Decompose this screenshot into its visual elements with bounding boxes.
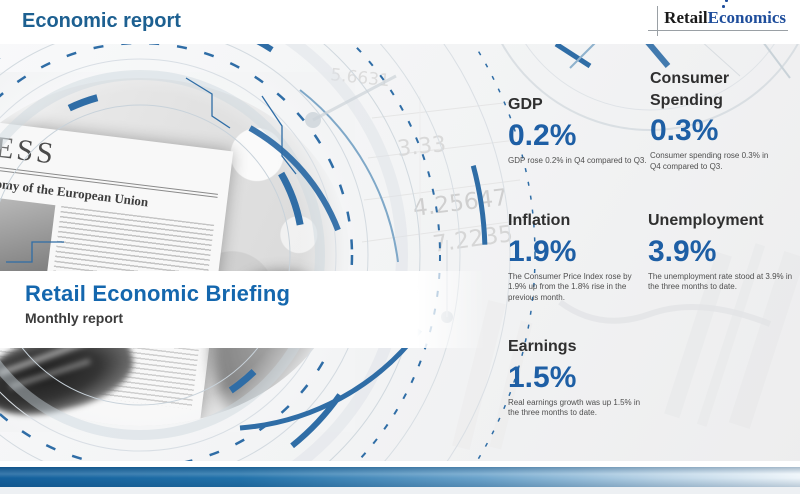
stat-consumer-spending: Consumer Spending 0.3% Consumer spending… <box>650 68 774 173</box>
bg-number-4: 7.2235 <box>431 221 514 258</box>
stat-unemployment-caption: The unemployment rate stood at 3.9% in t… <box>648 271 793 292</box>
bg-number-2: 3.33 <box>396 132 447 162</box>
footer-base-strip <box>0 487 800 494</box>
stat-gdp-caption: GDP rose 0.2% in Q4 compared to Q3. <box>508 155 647 165</box>
diagonal-top-ticks <box>554 37 791 79</box>
title-band: Retail Economic Briefing Monthly report <box>0 271 485 348</box>
logo-underline <box>648 30 788 31</box>
stat-earnings-caption: Real earnings growth was up 1.5% in the … <box>508 397 641 418</box>
stat-inflation-label: Inflation <box>508 212 571 229</box>
logo-text-economics: Economics <box>707 8 786 27</box>
stat-gdp: GDP 0.2% GDP rose 0.2% in Q4 compared to… <box>508 94 670 166</box>
stat-unemployment: Unemployment 3.9% The unemployment rate … <box>648 210 796 293</box>
stat-earnings: Earnings 1.5% Real earnings growth was u… <box>508 336 650 419</box>
logo-crosshair-rule <box>657 6 659 36</box>
stat-unemployment-value: 3.9% <box>648 234 717 268</box>
report-title: Retail Economic Briefing <box>25 281 291 306</box>
wavy-gray-line <box>558 299 772 327</box>
report-subtitle: Monthly report <box>25 310 123 326</box>
footer-white-gap <box>0 461 800 467</box>
background-ticker-numbers: 5.6631 3.33 4.25647 7.2235 <box>329 65 514 258</box>
stat-inflation-caption: The Consumer Price Index rose by 1.9% up… <box>508 271 632 303</box>
stat-unemployment-label: Unemployment <box>648 212 764 229</box>
stat-consumer-spending-value: 0.3% <box>650 114 719 148</box>
page-title: Economic report <box>22 10 181 32</box>
footer-gradient-bar <box>0 467 800 487</box>
thick-blue-arcs <box>239 89 422 431</box>
bg-number-3: 4.25647 <box>412 185 510 222</box>
right-texture-stripes <box>452 243 800 450</box>
header-bar: Economic report RetailEconomics <box>0 0 800 44</box>
stat-earnings-label: Earnings <box>508 338 577 355</box>
stat-consumer-spending-label: Consumer Spending <box>650 70 730 109</box>
retail-economics-logo: RetailEconomics <box>648 0 788 36</box>
stat-gdp-value: 0.2% <box>508 118 577 152</box>
stat-inflation: Inflation 1.9% The Consumer Price Index … <box>508 210 648 304</box>
circuit-step-lines <box>6 77 297 293</box>
stat-gdp-label: GDP <box>508 96 543 113</box>
stat-consumer-spending-caption: Consumer spending rose 0.3% in Q4 compar… <box>650 151 769 171</box>
logo-text-retail: Retail <box>664 8 708 27</box>
stat-earnings-value: 1.5% <box>508 360 577 394</box>
stat-inflation-value: 1.9% <box>508 234 577 268</box>
